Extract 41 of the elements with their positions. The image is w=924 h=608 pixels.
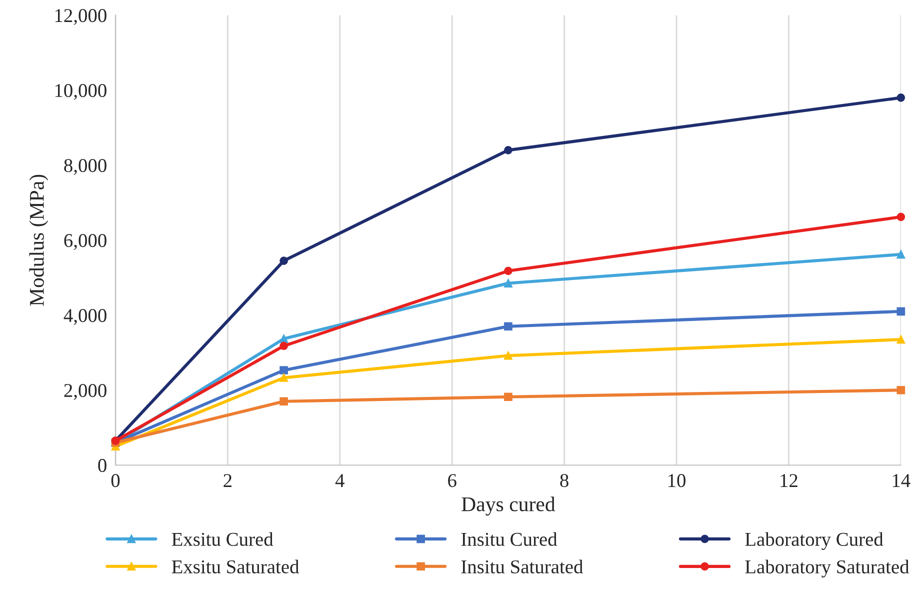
x-tick-label: 14 [892,474,910,487]
legend-label: Laboratory Cured [745,532,884,550]
x-tick-label: 10 [668,474,686,488]
y-tick-label: 12,000 [55,9,106,25]
y-axis-title: Modulus (MPa) [29,174,48,306]
point [896,307,906,316]
point [896,386,906,394]
point [896,250,906,259]
point [280,374,288,382]
point [504,266,512,276]
y-tick-label: 8,000 [64,158,106,175]
y-tick-label: 4,000 [64,308,106,325]
point [504,392,512,402]
y-tick-label: 6,000 [64,234,106,250]
legend-label: Insitu Saturated [461,560,583,574]
y-tick-label: 10,000 [55,84,106,100]
point [896,335,906,344]
x-tick-label: 12 [780,474,798,487]
point [504,322,512,331]
point [280,334,288,343]
y-tick-label: 2,000 [64,384,106,400]
point [504,279,512,288]
point [896,212,906,222]
point [280,397,288,406]
point [504,146,512,154]
point [896,94,906,102]
x-tick-label: 6 [448,474,456,488]
x-tick-label: 2 [224,474,232,487]
point [504,351,512,360]
legend-label: Laboratory Saturated [745,560,910,578]
legend-label: Insitu Cured [461,532,558,546]
y-tick-label: 0 [98,458,106,472]
x-axis-title: Days cured [462,496,556,516]
x-tick-label: 0 [111,474,120,488]
point [280,366,288,374]
x-tick-label: 8 [560,474,568,488]
point [280,256,288,265]
x-tick-label: 4 [335,474,344,487]
legend-label: Exsitu Saturated [172,560,300,574]
point [280,342,288,350]
legend-label: Exsitu Cured [172,532,274,546]
